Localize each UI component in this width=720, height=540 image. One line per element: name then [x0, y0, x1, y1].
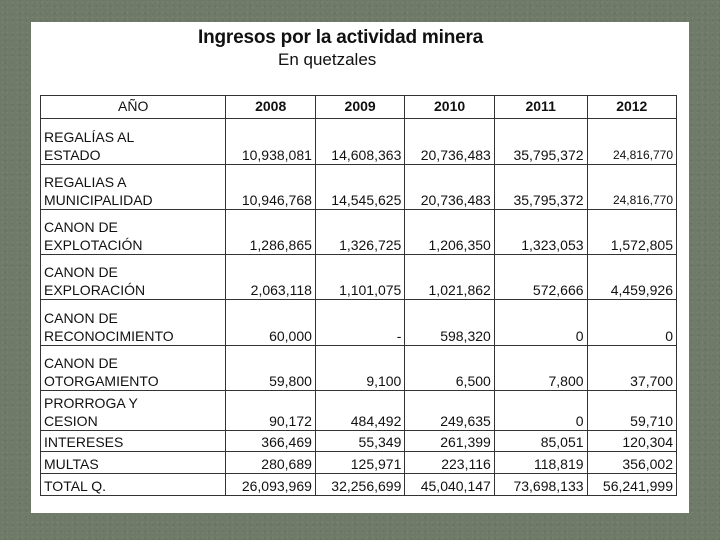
table-row-multas: MULTAS 280,689 125,971 223,116 118,819 3… — [39, 451, 678, 474]
row-label-line: CANON DE — [44, 264, 118, 280]
cell-value: 6,500 — [404, 345, 495, 391]
cell-value: 90,172 — [225, 390, 316, 431]
cell-value: 280,689 — [225, 451, 316, 474]
slide: Ingresos por la actividad minera En quet… — [31, 22, 689, 513]
cell-value: 24,816,770 — [586, 164, 678, 210]
cell-value: 1,323,053 — [493, 209, 588, 255]
cell-value: 2,063,118 — [225, 254, 316, 300]
row-label-line: REGALÍAS AL — [44, 129, 135, 145]
cell-value: 1,326,725 — [314, 209, 406, 255]
cell-value: 125,971 — [314, 451, 406, 474]
cell-value: 56,241,999 — [586, 473, 678, 496]
cell-value: 484,492 — [314, 390, 406, 431]
cell-value: 55,349 — [314, 430, 406, 452]
cell-value: 4,459,926 — [586, 254, 678, 300]
table-row-total: TOTAL Q. 26,093,969 32,256,699 45,040,14… — [39, 473, 678, 496]
cell-value: 1,021,862 — [404, 254, 495, 300]
row-label: CANON DE OTORGAMIENTO — [39, 345, 227, 391]
cell-value: 572,666 — [493, 254, 588, 300]
row-label-line: OTORGAMIENTO — [44, 372, 159, 389]
table-row-regalias-estado: REGALÍAS AL ESTADO 10,938,081 14,608,363… — [39, 118, 678, 165]
cell-value: 20,736,483 — [404, 164, 495, 210]
cell-value: 0 — [493, 390, 588, 431]
row-label: TOTAL Q. — [39, 473, 227, 496]
row-label-line: MUNICIPALIDAD — [44, 191, 153, 208]
table-row-canon-explotacion: CANON DE EXPLOTACIÓN 1,286,865 1,326,725… — [39, 209, 678, 255]
cell-value: 0 — [586, 299, 678, 346]
income-table: AÑO 2008 2009 2010 2011 2012 REGALÍAS AL… — [39, 95, 678, 496]
cell-value: 24,816,770 — [586, 118, 678, 165]
cell-value: - — [314, 299, 406, 346]
row-label-line: RECONOCIMIENTO — [44, 327, 174, 344]
row-label: CANON DE EXPLORACIÓN — [39, 254, 227, 300]
cell-value: 1,572,805 — [586, 209, 678, 255]
cell-value: 10,938,081 — [225, 118, 316, 165]
cell-value: 85,051 — [493, 430, 588, 452]
header-2010: 2010 — [404, 95, 495, 119]
row-label: CANON DE RECONOCIMIENTO — [39, 299, 227, 346]
table-row-intereses: INTERESES 366,469 55,349 261,399 85,051 … — [39, 430, 678, 452]
cell-value: 1,286,865 — [225, 209, 316, 255]
cell-value: 59,710 — [586, 390, 678, 431]
row-label: MULTAS — [39, 451, 227, 474]
cell-value: 60,000 — [225, 299, 316, 346]
cell-value: 356,002 — [586, 451, 678, 474]
row-label: PRORROGA Y CESION — [39, 390, 227, 431]
row-label-line: CESION — [44, 412, 98, 429]
cell-value: 35,795,372 — [493, 118, 588, 165]
header-year-label: AÑO — [39, 95, 227, 119]
cell-value: 59,800 — [225, 345, 316, 391]
header-2011: 2011 — [493, 95, 588, 119]
table-row-canon-exploracion: CANON DE EXPLORACIÓN 2,063,118 1,101,075… — [39, 254, 678, 300]
row-label: CANON DE EXPLOTACIÓN — [39, 209, 227, 255]
row-label-line: CANON DE — [44, 219, 118, 235]
header-2012: 2012 — [586, 95, 678, 119]
row-label-line: ESTADO — [44, 146, 101, 163]
cell-value: 20,736,483 — [404, 118, 495, 165]
row-label-line: REGALIAS A — [44, 174, 127, 190]
row-label: INTERESES — [39, 430, 227, 452]
cell-value: 120,304 — [586, 430, 678, 452]
row-label-line: EXPLOTACIÓN — [44, 236, 143, 253]
cell-value: 37,700 — [586, 345, 678, 391]
table-row-regalias-municipalidad: REGALIAS A MUNICIPALIDAD 10,946,768 14,5… — [39, 164, 678, 210]
cell-value: 0 — [493, 299, 588, 346]
cell-value: 223,116 — [404, 451, 495, 474]
row-label-line: CANON DE — [44, 355, 118, 371]
cell-value: 73,698,133 — [493, 473, 588, 496]
row-label: REGALIAS A MUNICIPALIDAD — [39, 164, 227, 210]
cell-value: 45,040,147 — [404, 473, 495, 496]
cell-value: 9,100 — [314, 345, 406, 391]
cell-value: 261,399 — [404, 430, 495, 452]
cell-value: 366,469 — [225, 430, 316, 452]
page-subtitle: En quetzales — [278, 50, 377, 69]
cell-value: 14,545,625 — [314, 164, 406, 210]
cell-value: 26,093,969 — [225, 473, 316, 496]
cell-value: 7,800 — [493, 345, 588, 391]
table-row-canon-reconocimiento: CANON DE RECONOCIMIENTO 60,000 - 598,320… — [39, 299, 678, 346]
cell-value: 35,795,372 — [493, 164, 588, 210]
row-label: REGALÍAS AL ESTADO — [39, 118, 227, 165]
cell-value: 598,320 — [404, 299, 495, 346]
header-2008: 2008 — [225, 95, 316, 119]
table-row-canon-otorgamiento: CANON DE OTORGAMIENTO 59,800 9,100 6,500… — [39, 345, 678, 391]
page-title: Ingresos por la actividad minera — [198, 27, 484, 48]
cell-value: 118,819 — [493, 451, 588, 474]
cell-value: 249,635 — [404, 390, 495, 431]
row-label-line: EXPLORACIÓN — [44, 281, 146, 298]
header-row: AÑO 2008 2009 2010 2011 2012 — [39, 95, 678, 119]
cell-value: 1,101,075 — [314, 254, 406, 300]
row-label-line: CANON DE — [44, 310, 118, 326]
header-2009: 2009 — [314, 95, 406, 119]
cell-value: 14,608,363 — [314, 118, 406, 165]
cell-value: 1,206,350 — [404, 209, 495, 255]
row-label-line: PRORROGA Y — [44, 395, 138, 411]
table-row-prorroga-cesion: PRORROGA Y CESION 90,172 484,492 249,635… — [39, 390, 678, 431]
cell-value: 32,256,699 — [314, 473, 406, 496]
cell-value: 10,946,768 — [225, 164, 316, 210]
